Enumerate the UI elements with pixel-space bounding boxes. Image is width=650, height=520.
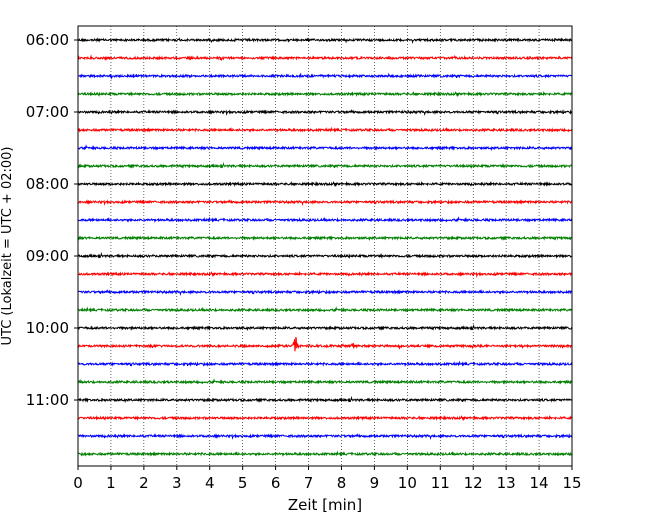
- x-tick-label: 11: [431, 474, 450, 492]
- trace-line: [77, 126, 573, 133]
- trace-line: [77, 360, 573, 367]
- plot-background: [78, 26, 572, 466]
- trace-line: [77, 289, 573, 296]
- trace-line: [77, 54, 573, 62]
- trace-line: [77, 336, 573, 352]
- trace-line: [77, 270, 573, 278]
- trace-line: [77, 306, 573, 313]
- trace-line: [77, 251, 573, 259]
- trace-line: [77, 72, 573, 80]
- y-tick-label: 10:00: [26, 319, 69, 337]
- x-tick-label: 2: [139, 474, 149, 492]
- grid-lines: [110, 26, 540, 466]
- trace-group: [77, 37, 573, 457]
- y-axis-label: UTC (Lokalzeit = UTC + 02:00): [0, 147, 15, 346]
- x-tick-label: 3: [172, 474, 182, 492]
- trace-line: [77, 199, 573, 206]
- trace-line: [77, 450, 573, 457]
- y-axis: 06:00 07:00 08:00 09:00 10:00 11:00: [26, 31, 78, 409]
- trace-line: [77, 216, 573, 223]
- trace-line: [77, 433, 573, 440]
- x-tick-label: 4: [205, 474, 215, 492]
- x-tick-label: 13: [497, 474, 516, 492]
- x-tick-label: 0: [73, 474, 83, 492]
- x-tick-label: 5: [238, 474, 248, 492]
- y-tick-label: 08:00: [26, 175, 69, 193]
- trace-line: [77, 378, 573, 385]
- x-tick-label: 7: [304, 474, 314, 492]
- x-tick-label: 15: [562, 474, 581, 492]
- y-tick-label: 06:00: [26, 31, 69, 49]
- trace-line: [77, 395, 573, 404]
- x-tick-label: 12: [464, 474, 483, 492]
- y-tick-label: 09:00: [26, 247, 69, 265]
- plot-frame: [77, 25, 573, 467]
- x-tick-label: 8: [337, 474, 347, 492]
- trace-line: [77, 109, 573, 116]
- trace-line: [77, 144, 573, 152]
- trace-line: [77, 37, 573, 44]
- x-tick-label: 9: [370, 474, 380, 492]
- x-tick-label: 14: [530, 474, 549, 492]
- x-axis-label: Zeit [min]: [288, 496, 362, 514]
- trace-line: [77, 323, 573, 332]
- trace-line: [77, 90, 573, 98]
- x-tick-label: 1: [106, 474, 116, 492]
- trace-line: [77, 235, 573, 242]
- y-tick-label: 07:00: [26, 103, 69, 121]
- y-tick-label: 11:00: [26, 391, 69, 409]
- trace-line: [77, 180, 573, 188]
- trace-line: [77, 414, 573, 422]
- x-axis: 0 1 2 3 4 5 6 7 8 9 10 11 12 13 14 15: [73, 466, 582, 492]
- x-tick-label: 6: [271, 474, 281, 492]
- trace-line: [77, 161, 573, 169]
- x-tick-label: 10: [398, 474, 417, 492]
